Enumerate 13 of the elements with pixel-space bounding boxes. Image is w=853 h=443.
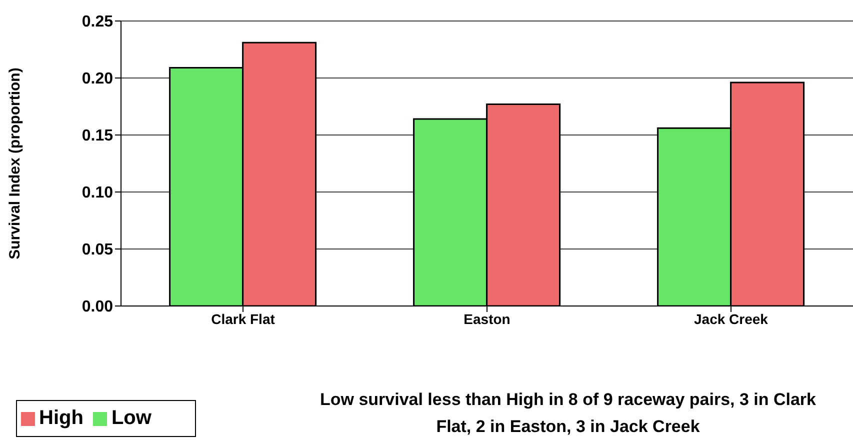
y-tick-label: 0.10 xyxy=(82,184,114,202)
text: Low survival less than High in 8 of 9 raceway pairs, 3 in Clark Flat, 2 in Easton, 3 in Jack Creek xyxy=(318,389,817,438)
x-tick-label: Jack Creek xyxy=(694,310,768,327)
y-tick-label: 0.05 xyxy=(82,242,114,259)
y-tick-label: 0.20 xyxy=(82,70,114,88)
y-tick-label: 0.15 xyxy=(82,128,114,145)
y-tick-label: 0.00 xyxy=(82,298,114,316)
x-tick-label: Clark Flat xyxy=(211,310,276,327)
y-axis-title: Survival Index (proportion) xyxy=(6,68,24,260)
legend-label: High xyxy=(39,407,84,429)
x-tick-label: Easton xyxy=(464,310,510,327)
legend-label: Low xyxy=(111,407,152,429)
y-tick-label: 0.25 xyxy=(82,14,114,31)
